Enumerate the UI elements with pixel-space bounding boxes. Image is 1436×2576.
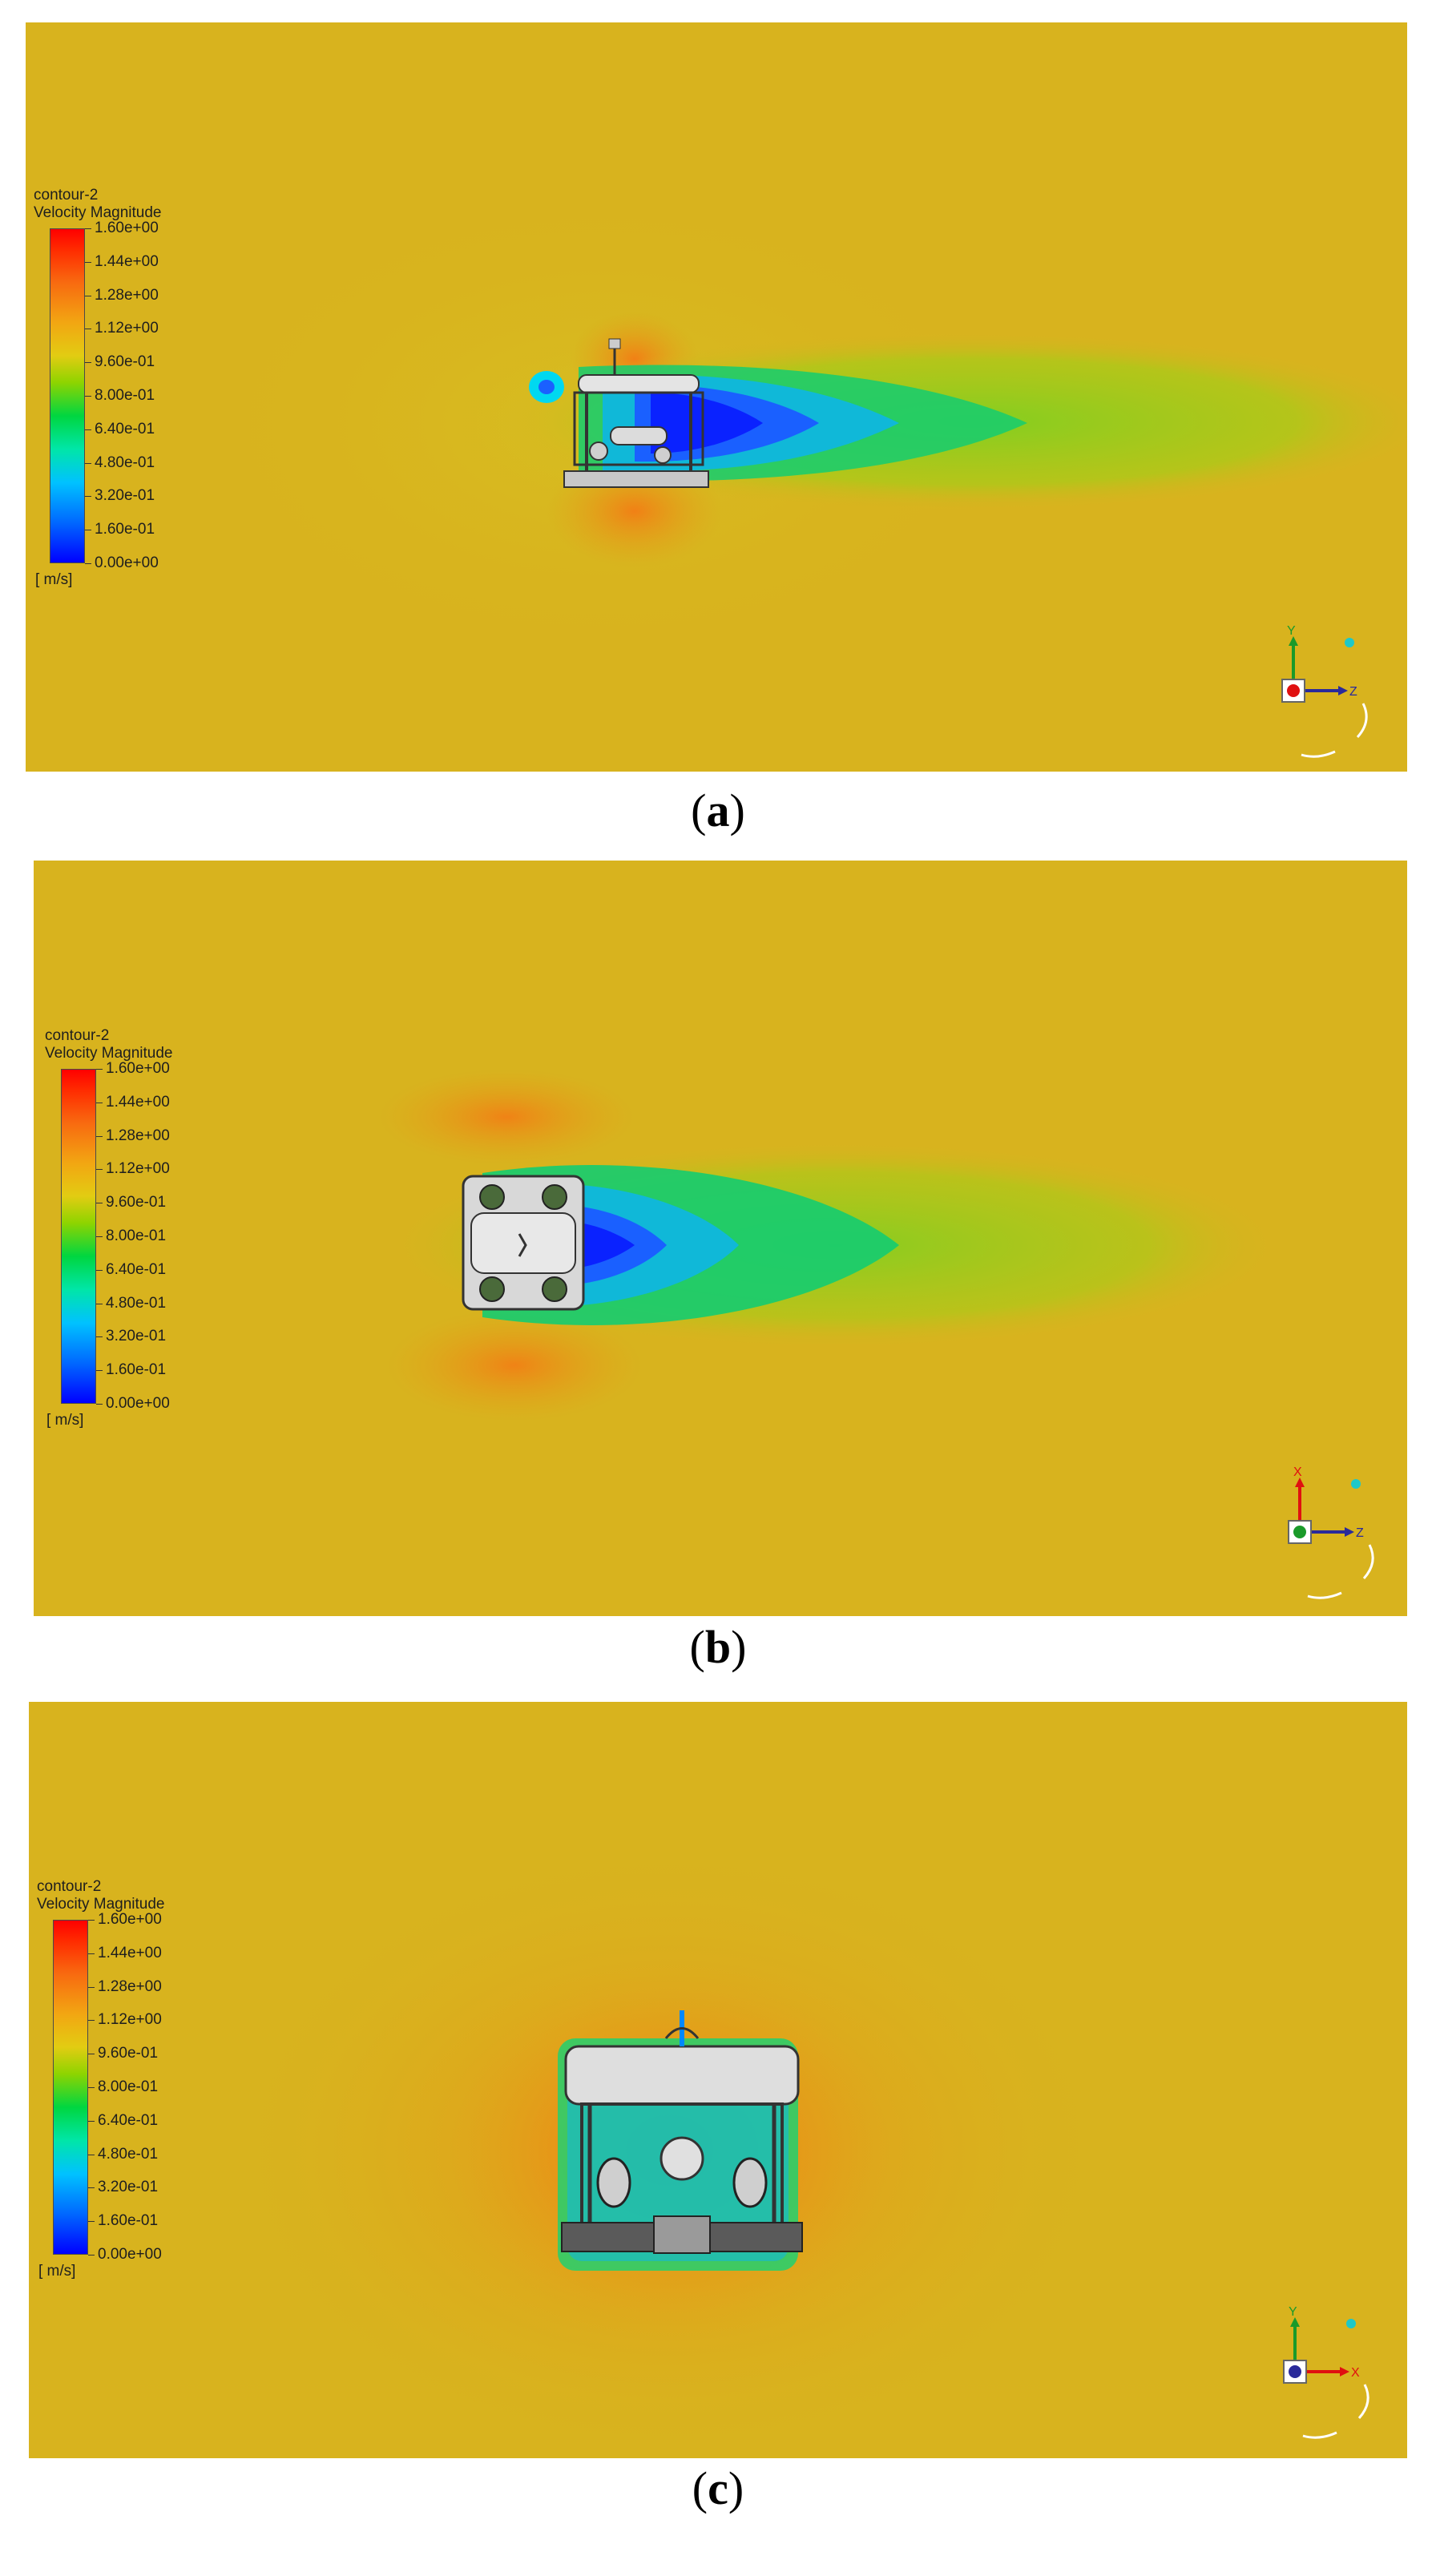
legend-unit: [ m/s] <box>46 1412 84 1429</box>
legend-color-bar <box>61 1069 96 1404</box>
rov-vehicle-side-view <box>563 338 709 488</box>
axis-label-right: Z <box>1349 685 1357 699</box>
velocity-field-a <box>26 22 1407 772</box>
legend-tick-label: 6.40e-01 <box>98 2111 159 2129</box>
velocity-field-b <box>34 861 1407 1616</box>
legend-tick-label: 0.00e+00 <box>106 1395 170 1412</box>
axis-triad-b: X Z <box>1277 1458 1390 1616</box>
legend-title-variable: Velocity Magnitude <box>34 204 162 221</box>
legend-tick-label: 3.20e-01 <box>106 1328 167 1345</box>
legend-tick-label: 0.00e+00 <box>98 2246 162 2263</box>
legend-unit: [ m/s] <box>35 571 73 588</box>
legend-tick-mark <box>88 2187 95 2189</box>
legend-tick-mark <box>88 2087 95 2088</box>
legend-tick-mark <box>85 429 91 430</box>
legend-color-bar <box>53 1920 88 2255</box>
velocity-legend-b: contour-2 Velocity Magnitude 1.60e+00 1.4… <box>45 1027 253 1444</box>
legend-tick-label: 8.00e-01 <box>95 387 155 404</box>
velocity-legend-a: contour-2 Velocity Magnitude 1.60e+00 1.4… <box>34 187 242 603</box>
legend-tick-mark <box>85 228 91 229</box>
axis-label-up: X <box>1293 1465 1302 1479</box>
legend-color-bar <box>50 228 85 563</box>
legend-tick-label: 1.60e-01 <box>106 1361 167 1379</box>
legend-tick-mark <box>88 1953 95 1954</box>
legend-tick-label: 4.80e-01 <box>98 2145 159 2163</box>
legend-tick-mark <box>85 362 91 364</box>
axis-triad-a: Y Z <box>1271 617 1383 772</box>
legend-title-variable: Velocity Magnitude <box>45 1045 173 1062</box>
legend-tick-label: 3.20e-01 <box>98 2179 159 2196</box>
legend-tick-label: 1.28e+00 <box>95 286 159 304</box>
legend-tick-label: 1.60e+00 <box>95 220 159 236</box>
contour-panel-b: contour-2 Velocity Magnitude 1.60e+00 1.4… <box>34 861 1407 1616</box>
legend-tick-label: 6.40e-01 <box>106 1260 167 1278</box>
legend-tick-mark <box>96 1236 103 1237</box>
legend-tick-label: 1.28e+00 <box>106 1127 170 1144</box>
rov-vehicle-top-view <box>462 1175 585 1311</box>
legend-tick-mark <box>88 1920 95 1921</box>
legend-title-contour: contour-2 <box>37 1878 102 1895</box>
legend-tick-label: 1.44e+00 <box>106 1093 170 1111</box>
legend-tick-mark <box>96 1135 103 1137</box>
axis-triad-c: Y X <box>1273 2298 1385 2458</box>
legend-tick-mark <box>96 1169 103 1171</box>
legend-tick-label: 9.60e-01 <box>106 1194 167 1211</box>
rov-vehicle-front-view <box>561 2010 803 2254</box>
legend-tick-mark <box>96 1069 103 1070</box>
legend-tick-label: 1.44e+00 <box>95 252 159 270</box>
legend-tick-mark <box>96 1269 103 1271</box>
legend-title-contour: contour-2 <box>34 187 99 204</box>
legend-tick-mark <box>85 462 91 464</box>
legend-tick-mark <box>88 2255 95 2256</box>
legend-tick-mark <box>96 1370 103 1372</box>
legend-tick-label: 0.00e+00 <box>95 554 159 571</box>
legend-tick-label: 4.80e-01 <box>106 1294 167 1312</box>
legend-tick-label: 9.60e-01 <box>98 2045 159 2062</box>
legend-tick-label: 3.20e-01 <box>95 487 155 505</box>
caption-b: (b) <box>689 1621 747 1673</box>
legend-tick-label: 6.40e-01 <box>95 420 155 437</box>
legend-tick-label: 1.60e-01 <box>95 521 155 538</box>
legend-tick-label: 1.60e-01 <box>98 2212 159 2230</box>
axis-label-up: Y <box>1287 624 1296 638</box>
legend-title-variable: Velocity Magnitude <box>37 1896 165 1913</box>
legend-title-contour: contour-2 <box>45 1027 110 1044</box>
legend-tick-label: 1.12e+00 <box>95 320 159 337</box>
legend-tick-mark <box>85 396 91 397</box>
legend-tick-mark <box>85 563 91 564</box>
contour-panel-a: contour-2 Velocity Magnitude 1.60e+00 1.4… <box>26 22 1407 772</box>
legend-tick-mark <box>88 2020 95 2022</box>
velocity-legend-c: contour-2 Velocity Magnitude 1.60e+00 1.4… <box>37 1878 245 2295</box>
axis-label-right: Z <box>1356 1526 1364 1540</box>
legend-tick-label: 1.44e+00 <box>98 1944 162 1961</box>
legend-tick-label: 1.60e+00 <box>98 1911 162 1928</box>
axis-label-right: X <box>1351 2366 1360 2380</box>
legend-tick-label: 1.12e+00 <box>98 2011 162 2029</box>
legend-tick-mark <box>88 1986 95 1988</box>
axis-label-up: Y <box>1289 2305 1297 2319</box>
legend-tick-label: 9.60e-01 <box>95 353 155 371</box>
legend-tick-mark <box>96 1404 103 1405</box>
legend-tick-mark <box>88 2221 95 2223</box>
legend-tick-mark <box>96 1336 103 1338</box>
legend-tick-mark <box>88 2120 95 2122</box>
legend-unit: [ m/s] <box>38 2263 76 2280</box>
caption-c: (c) <box>692 2462 744 2514</box>
legend-tick-label: 1.28e+00 <box>98 1977 162 1995</box>
caption-a: (a) <box>691 784 745 836</box>
legend-tick-label: 4.80e-01 <box>95 454 155 471</box>
legend-tick-mark <box>85 261 91 263</box>
legend-tick-label: 1.60e+00 <box>106 1060 170 1077</box>
contour-panel-c: contour-2 Velocity Magnitude 1.60e+00 1.4… <box>29 1702 1407 2458</box>
legend-tick-label: 8.00e-01 <box>106 1228 167 1244</box>
legend-tick-label: 1.12e+00 <box>106 1160 170 1178</box>
legend-tick-label: 8.00e-01 <box>98 2078 159 2095</box>
legend-tick-mark <box>85 496 91 498</box>
velocity-field-c <box>29 1702 1407 2458</box>
